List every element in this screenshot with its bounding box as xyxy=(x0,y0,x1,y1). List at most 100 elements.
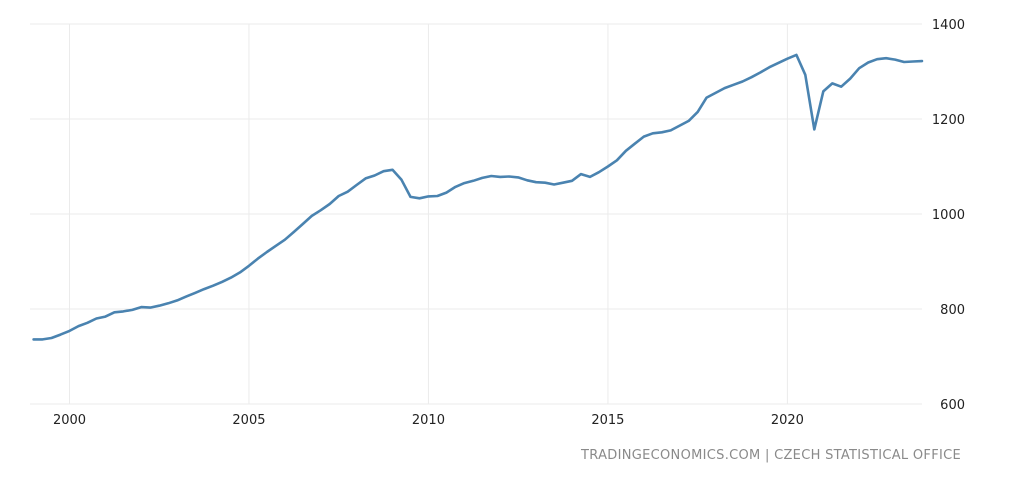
data-point xyxy=(714,92,717,95)
data-point xyxy=(185,295,188,298)
data-point xyxy=(131,309,134,312)
y-tick-label: 800 xyxy=(940,303,965,318)
data-point xyxy=(149,306,152,309)
data-point xyxy=(625,150,628,153)
data-point xyxy=(858,67,861,70)
x-tick-label: 2000 xyxy=(53,413,86,428)
data-point xyxy=(266,251,269,254)
data-point xyxy=(445,191,448,194)
data-point xyxy=(544,181,547,184)
data-point xyxy=(77,325,80,328)
data-point xyxy=(391,169,394,172)
data-point xyxy=(867,61,870,64)
data-point xyxy=(167,302,170,305)
data-point xyxy=(346,190,349,193)
data-point xyxy=(373,174,376,177)
data-point xyxy=(652,132,655,135)
data-point xyxy=(104,315,107,318)
data-point xyxy=(248,265,251,268)
data-point xyxy=(454,186,457,189)
data-point xyxy=(634,142,637,145)
data-point xyxy=(876,58,879,61)
data-point xyxy=(122,310,125,313)
x-tick-label: 2015 xyxy=(591,413,624,428)
data-point xyxy=(535,181,538,184)
data-point xyxy=(723,87,726,90)
data-point xyxy=(418,197,421,200)
data-point xyxy=(696,111,699,114)
data-point xyxy=(382,170,385,173)
data-point xyxy=(795,54,798,57)
x-tick-label: 2020 xyxy=(771,413,804,428)
series-line xyxy=(32,53,924,341)
grid-lines xyxy=(30,23,922,405)
data-point xyxy=(68,330,71,333)
y-tick-label: 1000 xyxy=(932,208,965,223)
data-point xyxy=(400,179,403,182)
data-point xyxy=(32,338,35,341)
data-point xyxy=(786,57,789,60)
data-point xyxy=(526,179,529,182)
data-point xyxy=(732,84,735,87)
data-point xyxy=(813,128,816,131)
data-point xyxy=(50,337,53,340)
data-point xyxy=(616,159,619,162)
y-tick-label: 1400 xyxy=(932,18,965,33)
data-point xyxy=(571,180,574,183)
data-point xyxy=(490,175,493,178)
data-point xyxy=(158,304,161,307)
series-layer xyxy=(32,53,924,341)
data-point xyxy=(221,281,224,284)
data-point xyxy=(661,131,664,134)
data-point xyxy=(427,195,430,198)
data-point xyxy=(903,61,906,64)
data-point xyxy=(355,184,358,187)
data-point xyxy=(517,176,520,179)
data-point xyxy=(921,60,924,63)
data-point xyxy=(499,176,502,179)
data-point xyxy=(885,57,888,60)
data-point xyxy=(337,195,340,198)
data-point xyxy=(768,66,771,69)
data-point xyxy=(436,195,439,198)
x-tick-label: 2010 xyxy=(412,413,445,428)
data-point xyxy=(409,196,412,199)
axis-tick-labels: 600 800 1000 1200 1400 2000 2005 2010 2015 2020 xyxy=(53,18,965,428)
data-point xyxy=(302,223,305,226)
data-point xyxy=(643,135,646,138)
data-point xyxy=(553,183,556,186)
data-point xyxy=(364,177,367,180)
data-point xyxy=(320,209,323,212)
data-point xyxy=(831,82,834,85)
data-point xyxy=(113,311,116,314)
source-attribution: TRADINGECONOMICS.COM | CZECH STATISTICAL… xyxy=(581,448,961,463)
data-point xyxy=(580,173,583,176)
data-point xyxy=(741,80,744,83)
data-point xyxy=(777,62,780,65)
data-point xyxy=(194,292,197,295)
data-point xyxy=(275,245,278,248)
data-point xyxy=(311,215,314,218)
data-point xyxy=(822,90,825,93)
data-point xyxy=(293,231,296,234)
data-point xyxy=(912,60,915,63)
y-tick-label: 1200 xyxy=(932,113,965,128)
data-point xyxy=(463,182,466,185)
data-point xyxy=(284,238,287,241)
data-point xyxy=(669,129,672,132)
data-point xyxy=(687,120,690,123)
data-point xyxy=(95,317,98,320)
x-tick-label: 2005 xyxy=(232,413,265,428)
y-tick-label: 600 xyxy=(940,398,965,413)
data-point xyxy=(759,71,762,74)
data-point xyxy=(508,175,511,178)
data-point xyxy=(59,333,62,336)
data-point xyxy=(257,257,260,260)
data-point xyxy=(678,124,681,127)
data-point xyxy=(140,306,143,309)
data-point xyxy=(607,165,610,168)
data-point xyxy=(239,271,242,274)
data-point xyxy=(328,203,331,206)
